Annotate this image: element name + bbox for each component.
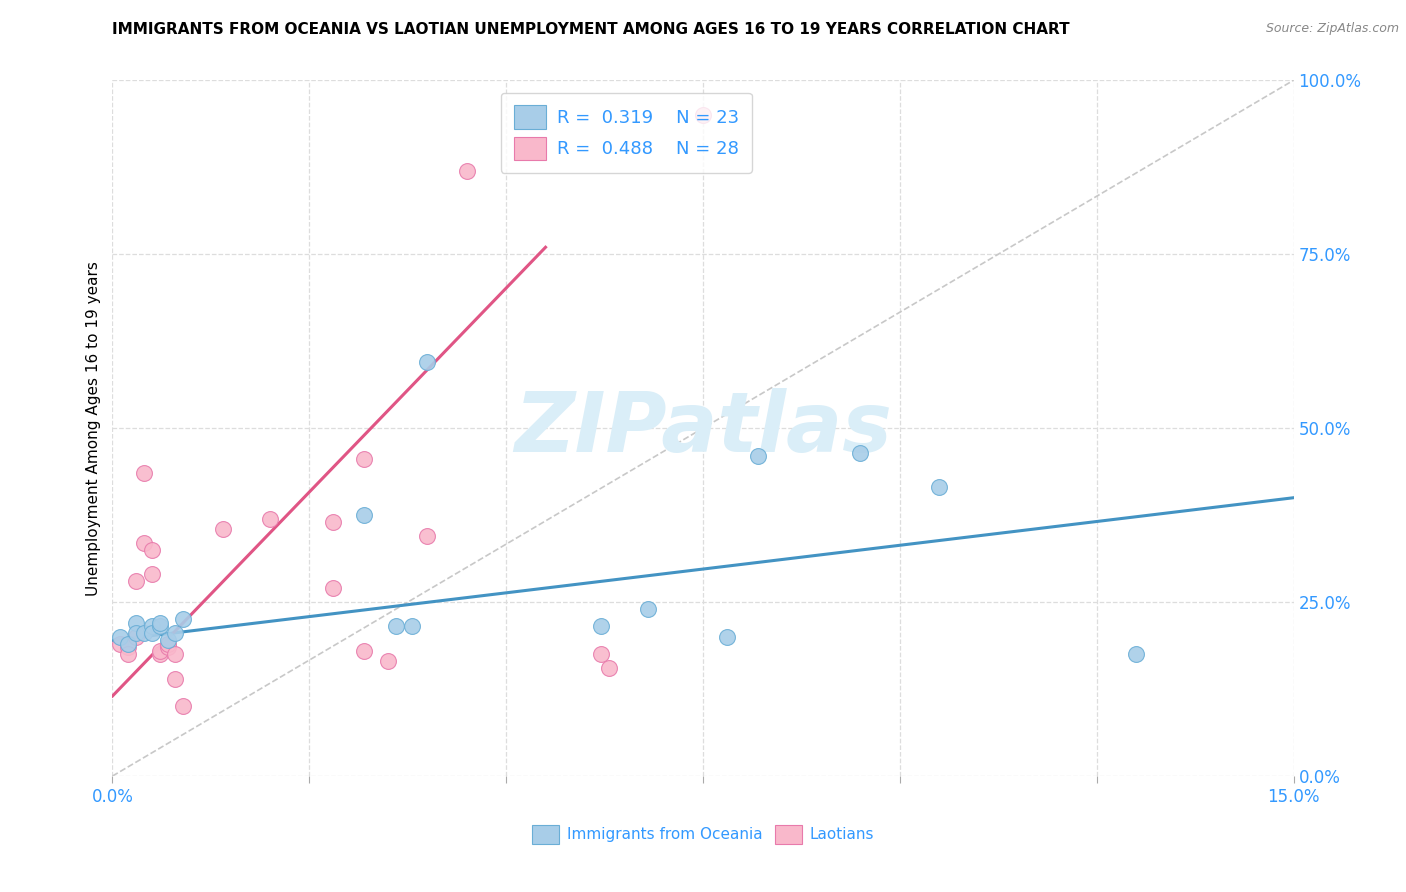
- Point: [165, 648, 187, 662]
- Point: [132, 626, 155, 640]
- Point: [117, 648, 139, 662]
- Point: [211, 522, 233, 536]
- Point: [165, 672, 187, 686]
- Point: [172, 613, 194, 627]
- Point: [125, 626, 148, 640]
- Point: [149, 644, 172, 658]
- Point: [125, 574, 148, 589]
- Point: [416, 529, 439, 543]
- Point: [928, 480, 950, 494]
- Point: [322, 581, 344, 595]
- Point: [692, 108, 714, 122]
- Point: [125, 615, 148, 630]
- Point: [117, 640, 139, 655]
- Point: [110, 637, 132, 651]
- Point: [589, 619, 612, 633]
- Point: [385, 619, 408, 633]
- Point: [156, 633, 179, 648]
- Point: [156, 637, 179, 651]
- Point: [141, 626, 163, 640]
- Text: Source: ZipAtlas.com: Source: ZipAtlas.com: [1265, 22, 1399, 36]
- Point: [125, 630, 148, 644]
- Point: [353, 452, 375, 467]
- Point: [141, 567, 163, 582]
- Point: [110, 630, 132, 644]
- Point: [132, 536, 155, 550]
- Point: [353, 508, 375, 523]
- Y-axis label: Unemployment Among Ages 16 to 19 years: Unemployment Among Ages 16 to 19 years: [86, 260, 101, 596]
- Point: [141, 619, 163, 633]
- Point: [416, 355, 439, 369]
- Point: [849, 445, 872, 459]
- Point: [637, 602, 659, 616]
- Point: [259, 511, 281, 525]
- Legend: Immigrants from Oceania, Laotians: Immigrants from Oceania, Laotians: [524, 817, 882, 852]
- Text: ZIPatlas: ZIPatlas: [515, 388, 891, 468]
- Point: [456, 163, 478, 178]
- Point: [156, 640, 179, 655]
- Point: [172, 699, 194, 714]
- Point: [149, 648, 172, 662]
- Point: [1125, 648, 1147, 662]
- Point: [165, 626, 187, 640]
- Point: [132, 467, 155, 481]
- Point: [149, 619, 172, 633]
- Point: [401, 619, 423, 633]
- Point: [747, 449, 769, 463]
- Point: [716, 630, 738, 644]
- Point: [149, 615, 172, 630]
- Point: [117, 637, 139, 651]
- Point: [589, 648, 612, 662]
- Point: [322, 515, 344, 529]
- Point: [377, 654, 399, 668]
- Text: IMMIGRANTS FROM OCEANIA VS LAOTIAN UNEMPLOYMENT AMONG AGES 16 TO 19 YEARS CORREL: IMMIGRANTS FROM OCEANIA VS LAOTIAN UNEMP…: [112, 22, 1070, 37]
- Point: [353, 644, 375, 658]
- Point: [598, 661, 620, 675]
- Point: [141, 542, 163, 557]
